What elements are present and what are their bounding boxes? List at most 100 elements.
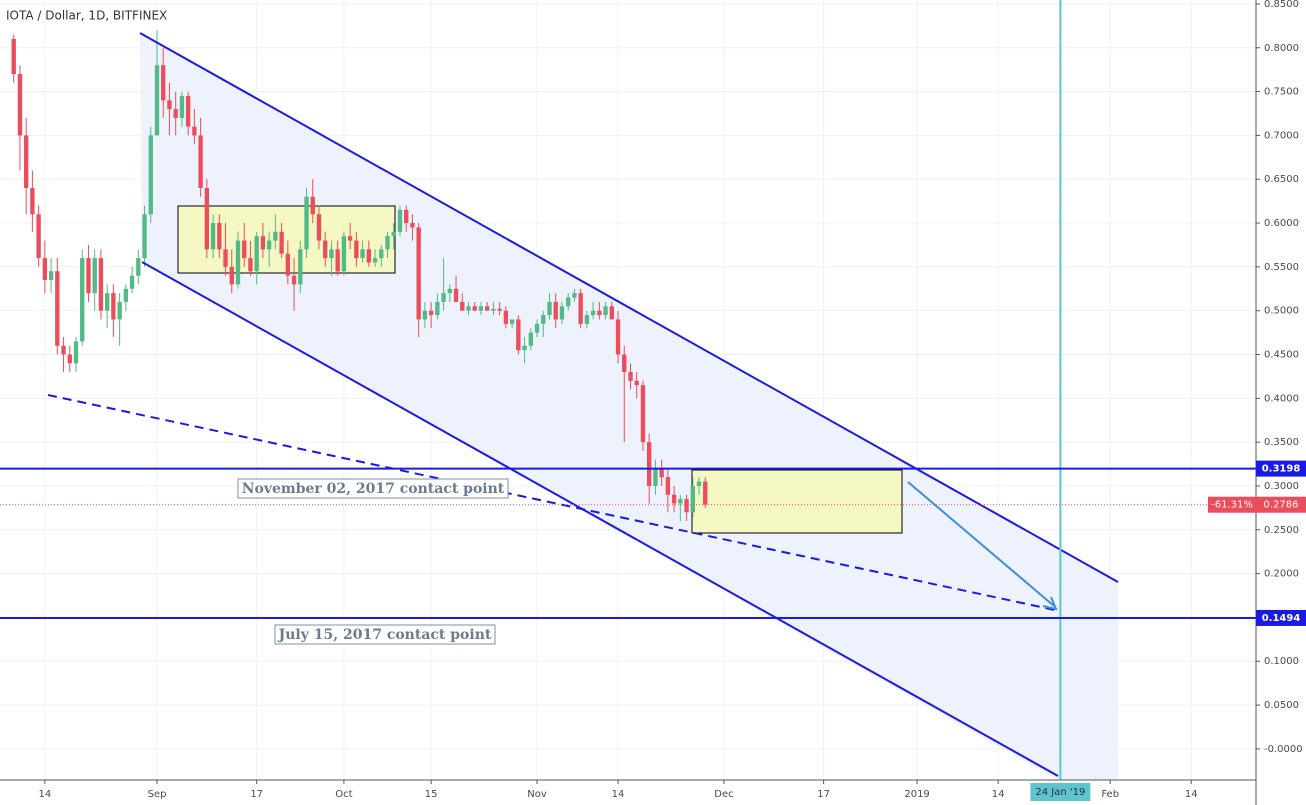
candle-body (628, 372, 633, 381)
candle-body (248, 258, 253, 272)
x-tick-label: 14 (992, 789, 1005, 800)
candle-body (584, 315, 590, 324)
candle-body (696, 481, 702, 486)
y-tick-label: 0.4000 (1264, 393, 1299, 404)
candle-body (690, 485, 695, 513)
candle-body (590, 310, 596, 316)
candle-body (67, 354, 72, 364)
candle-body (422, 310, 428, 320)
candle-body (192, 126, 197, 136)
candle-body (485, 306, 490, 311)
level-badge (1256, 609, 1306, 626)
candle-body (659, 468, 664, 478)
candle-body (154, 65, 160, 136)
candle-body (98, 258, 104, 311)
dashed-trendline (47, 394, 1056, 611)
candle-body (466, 306, 471, 311)
candle-body (61, 345, 66, 355)
candle-body (347, 236, 353, 241)
candle-body (117, 301, 122, 320)
candle-body (647, 442, 652, 486)
channel-bottom (141, 261, 1059, 777)
y-tick-label: 0.7500 (1264, 87, 1299, 98)
candle-body (497, 308, 502, 311)
candle-body (17, 74, 23, 136)
candle-body (291, 275, 297, 285)
candle-body (703, 481, 708, 505)
candle-body (123, 288, 129, 302)
y-tick-label: 0.0500 (1264, 700, 1299, 711)
candle-body (678, 499, 683, 504)
candle-body (509, 319, 515, 324)
candle-body (385, 236, 390, 250)
candle-body (491, 308, 496, 311)
candle-body (86, 258, 91, 294)
annotation-text: November 02, 2017 contact point (242, 481, 505, 497)
candle-body (615, 319, 621, 355)
candle-body (104, 293, 110, 311)
candles (11, 30, 708, 522)
chart-title: IOTA / Dollar, 1D, BITFINEX (6, 9, 167, 23)
y-tick-label: 0.8500 (1264, 0, 1299, 10)
candle-body (136, 258, 141, 276)
x-tick-label: Feb (1101, 789, 1119, 800)
x-tick-label: Nov (527, 789, 547, 800)
change-label: -61.31% (1211, 500, 1253, 511)
time-marker-label: 24 Jan '19 (1035, 787, 1085, 798)
candle-body (254, 236, 259, 272)
y-tick-label: 0.5000 (1264, 306, 1299, 317)
candle-body (671, 494, 677, 504)
candle-body (416, 227, 421, 320)
y-tick-label: -0.0000 (1264, 744, 1303, 755)
candle-body (73, 341, 79, 364)
x-tick-label: 17 (817, 789, 830, 800)
candle-body (578, 293, 583, 324)
candle-body (609, 306, 614, 320)
candle-body (453, 288, 459, 302)
candle-body (335, 249, 340, 272)
candle-body (534, 323, 540, 333)
level-badge (1256, 460, 1306, 477)
candle-body (279, 231, 284, 254)
candle-body (30, 187, 35, 215)
candle-body (42, 258, 48, 281)
candle-body (217, 223, 222, 250)
level-label: 0.1494 (1262, 613, 1301, 624)
candle-body (360, 249, 365, 259)
candle-body (603, 306, 608, 316)
candle-body (597, 310, 602, 316)
candle-body (460, 301, 465, 311)
candle-body (304, 196, 309, 250)
candle-body (391, 231, 396, 237)
candle-body (572, 293, 577, 298)
candle-body (428, 310, 434, 316)
candle-body (410, 223, 415, 228)
candle-body (80, 258, 85, 342)
candle-body (553, 301, 558, 320)
level-label: 0.3198 (1262, 464, 1301, 475)
candle-body (404, 209, 409, 224)
candle-body (503, 310, 509, 324)
y-tick-label: 0.4500 (1264, 350, 1299, 361)
candle-body (111, 293, 116, 320)
candle-body (235, 240, 241, 285)
y-tick-label: 0.6500 (1264, 174, 1299, 185)
x-tick-label: 14 (612, 789, 625, 800)
arrow (907, 481, 1055, 607)
candle-body (547, 301, 552, 316)
x-tick-label: Oct (335, 789, 352, 800)
candle-body (329, 249, 334, 259)
candle-body (142, 214, 147, 259)
candle-body (11, 39, 16, 75)
candle-body (204, 187, 210, 250)
candle-body (229, 266, 234, 285)
candle-body (653, 468, 658, 486)
annotation-box (237, 478, 509, 499)
y-tick-label: 0.2500 (1264, 525, 1299, 536)
candle-body (167, 100, 172, 110)
x-tick-label: 14 (1185, 789, 1198, 800)
candle-body (372, 258, 378, 263)
annotation-box (274, 624, 496, 645)
